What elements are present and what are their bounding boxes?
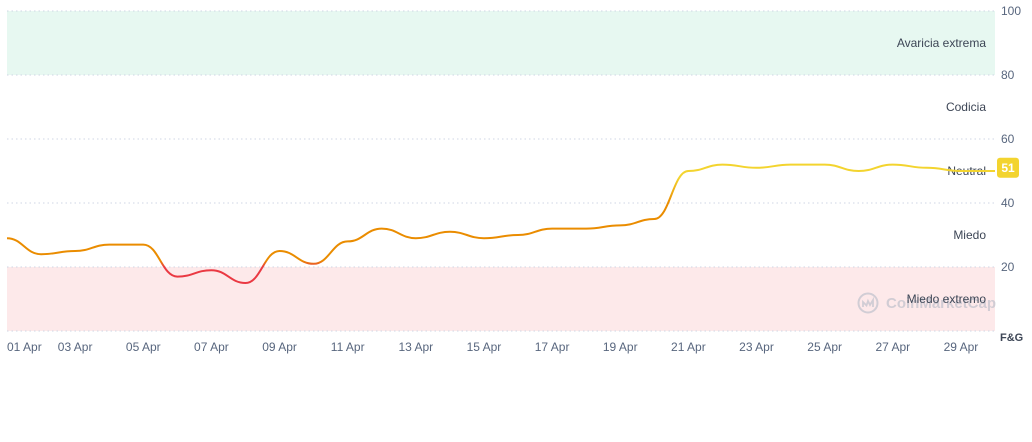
zone-labels: Avaricia extremaCodiciaNeutralMiedoMiedo… bbox=[897, 36, 986, 306]
zone-label-3: Miedo bbox=[953, 228, 986, 242]
x-tick-10: 21 Apr bbox=[671, 340, 706, 354]
badge-value: 51 bbox=[1001, 161, 1015, 175]
zone-label-1: Codicia bbox=[946, 100, 986, 114]
zone-label-0: Avaricia extrema bbox=[897, 36, 986, 50]
x-tick-8: 17 Apr bbox=[535, 340, 570, 354]
x-tick-0: 01 Apr bbox=[7, 340, 42, 354]
series-layer bbox=[6, 163, 995, 284]
zone-band-0 bbox=[7, 11, 995, 75]
y-tick-60: 60 bbox=[1001, 132, 1015, 146]
zone-bands bbox=[7, 11, 995, 331]
x-tick-4: 09 Apr bbox=[262, 340, 297, 354]
current-value-badge: 51 bbox=[997, 157, 1019, 178]
x-tick-12: 25 Apr bbox=[807, 340, 842, 354]
coinmarketcap-logo-icon bbox=[857, 292, 879, 314]
x-tick-11: 23 Apr bbox=[739, 340, 774, 354]
x-tick-2: 05 Apr bbox=[126, 340, 161, 354]
x-tick-6: 13 Apr bbox=[398, 340, 433, 354]
y-tick-20: 20 bbox=[1001, 260, 1015, 274]
y-tick-40: 40 bbox=[1001, 196, 1015, 210]
zone-label-4: Miedo extremo bbox=[907, 292, 987, 306]
x-tick-5: 11 Apr bbox=[331, 340, 365, 354]
badge-box bbox=[997, 157, 1019, 178]
y-axis: 20 40 60 80 100 bbox=[1001, 4, 1021, 274]
zone-band-4 bbox=[7, 267, 995, 331]
watermark-text: CoinMarketCap bbox=[886, 295, 996, 312]
x-tick-1: 03 Apr bbox=[58, 340, 93, 354]
x-axis-label: F&G bbox=[1000, 332, 1023, 344]
x-tick-14: 29 Apr bbox=[944, 340, 979, 354]
series-line bbox=[6, 163, 995, 284]
y-tick-80: 80 bbox=[1001, 68, 1015, 82]
x-tick-9: 19 Apr bbox=[603, 340, 638, 354]
watermark: CoinMarketCap bbox=[857, 292, 996, 314]
x-tick-7: 15 Apr bbox=[467, 340, 502, 354]
y-tick-100: 100 bbox=[1001, 4, 1021, 18]
x-axis: 01 Apr 03 Apr 05 Apr 07 Apr 09 Apr 11 Apr 13 A… bbox=[7, 340, 978, 354]
x-tick-13: 27 Apr bbox=[875, 340, 910, 354]
x-tick-3: 07 Apr bbox=[194, 340, 229, 354]
